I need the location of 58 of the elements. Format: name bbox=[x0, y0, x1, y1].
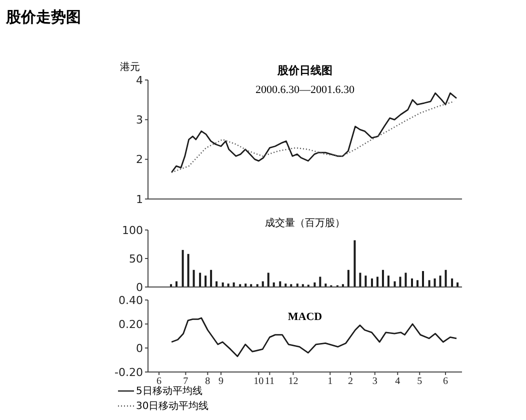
x-tick-label: 9 bbox=[218, 376, 224, 388]
bar bbox=[364, 276, 367, 287]
bar bbox=[267, 272, 270, 287]
bar bbox=[428, 280, 430, 287]
bar bbox=[319, 276, 322, 287]
bar bbox=[210, 270, 212, 287]
x-tick-label: 6 bbox=[156, 376, 162, 388]
bar bbox=[187, 254, 190, 287]
chart-title: 成交量（百万股） bbox=[264, 216, 346, 230]
bar bbox=[354, 240, 356, 287]
y-tick-label: -0.20 bbox=[114, 366, 143, 379]
bar bbox=[199, 272, 202, 287]
y-tick-label: 0.40 bbox=[118, 294, 143, 307]
legend-label: 30日移动平均线 bbox=[136, 400, 209, 413]
x-tick-label: 12 bbox=[288, 376, 298, 388]
text: MACD bbox=[286, 311, 324, 323]
bar bbox=[439, 276, 442, 287]
bar bbox=[370, 278, 373, 287]
chart-subtitle: 股价日线图 bbox=[276, 63, 334, 78]
bar bbox=[382, 270, 384, 287]
bar bbox=[404, 272, 407, 287]
x-tick-label: 5 bbox=[417, 376, 422, 388]
x-tick-label: 2 bbox=[348, 376, 354, 388]
bar bbox=[204, 276, 207, 287]
legend-label: 5日移动平均线 bbox=[136, 384, 202, 398]
bar bbox=[387, 276, 390, 287]
bar bbox=[451, 278, 454, 287]
bar bbox=[434, 278, 436, 287]
bar bbox=[411, 278, 414, 287]
bar bbox=[359, 272, 362, 287]
x-tick-label: 6 bbox=[443, 376, 448, 388]
bar bbox=[422, 271, 424, 287]
annotation: 2000.6.30—2001.6.30 bbox=[254, 84, 356, 96]
bar bbox=[182, 250, 184, 287]
bar bbox=[347, 270, 350, 287]
y-tick-label: 0 bbox=[136, 280, 143, 294]
x-tick-label: 11 bbox=[264, 376, 274, 388]
x-tick-label: 7 bbox=[183, 376, 188, 388]
bar bbox=[444, 270, 447, 287]
chart-title: 股价走势图 bbox=[6, 8, 81, 27]
x-tick-label: 10 bbox=[254, 376, 264, 388]
y-tick-label: 3 bbox=[136, 114, 143, 127]
bar bbox=[416, 280, 419, 287]
y-tick-label: 4 bbox=[136, 74, 143, 87]
y-axis-title: 港元 bbox=[120, 60, 140, 74]
x-tick-label: 4 bbox=[395, 376, 400, 388]
x-tick-label: 8 bbox=[205, 376, 210, 388]
bar bbox=[192, 270, 195, 287]
y-tick-label: 0.20 bbox=[118, 318, 143, 331]
x-tick-label: 1 bbox=[328, 376, 333, 388]
bar bbox=[376, 276, 378, 287]
y-tick-label: 0 bbox=[136, 342, 143, 355]
y-tick-label: 2 bbox=[136, 153, 143, 166]
y-tick-label: 50 bbox=[129, 252, 143, 266]
bar bbox=[399, 276, 402, 287]
y-tick-label: 1 bbox=[136, 192, 143, 206]
y-tick-label: 100 bbox=[122, 224, 143, 237]
x-tick-label: 3 bbox=[372, 376, 378, 388]
